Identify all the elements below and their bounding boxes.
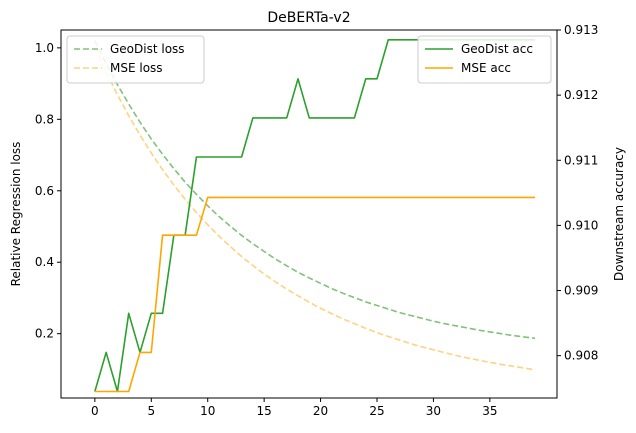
legend-right: GeoDist acc MSE acc bbox=[417, 35, 552, 84]
x-tick-label: 10 bbox=[200, 404, 215, 418]
y-left-tick-label: 0.4 bbox=[35, 255, 54, 269]
y-right-tick-label: 0.910 bbox=[564, 218, 598, 232]
legend-left: GeoDist loss MSE loss bbox=[66, 35, 205, 84]
y-right-tick-label: 0.913 bbox=[564, 23, 598, 37]
x-tick-label: 30 bbox=[426, 404, 441, 418]
y-right-tick-label: 0.911 bbox=[564, 153, 598, 167]
series-line-mse-acc bbox=[94, 196, 535, 393]
legend-label-geodist-loss: GeoDist loss bbox=[110, 42, 185, 56]
legend-label-mse-loss: MSE loss bbox=[110, 61, 163, 75]
series-line-geodist-loss bbox=[94, 40, 536, 340]
x-tick-label: 25 bbox=[369, 404, 384, 418]
x-tick-label: 5 bbox=[147, 404, 155, 418]
legend-label-mse-acc: MSE acc bbox=[461, 61, 511, 75]
chart-title: DeBERTa-v2 bbox=[267, 10, 350, 26]
y-left-tick-label: 0.2 bbox=[35, 327, 54, 341]
x-axis: 0 5 10 15 20 25 30 35 bbox=[91, 398, 497, 418]
y-left-tick-label: 0.8 bbox=[35, 112, 54, 126]
y-axis-left: 0.2 0.4 0.6 0.8 1.0 bbox=[35, 41, 61, 341]
y-left-tick-label: 1.0 bbox=[35, 41, 54, 55]
y-right-tick-label: 0.912 bbox=[564, 88, 598, 102]
y-axis-left-label: Relative Regression loss bbox=[9, 142, 23, 287]
y-axis-right: 0.908 0.909 0.910 0.911 0.912 0.913 bbox=[557, 23, 598, 363]
x-tick-label: 15 bbox=[256, 404, 271, 418]
y-right-tick-label: 0.909 bbox=[564, 284, 598, 298]
y-axis-right-label: Downstream accuracy bbox=[612, 147, 626, 281]
legend-label-geodist-acc: GeoDist acc bbox=[461, 42, 533, 56]
x-tick-label: 35 bbox=[482, 404, 497, 418]
plot-frame bbox=[60, 29, 558, 399]
x-tick-label: 0 bbox=[91, 404, 99, 418]
legend-box bbox=[66, 35, 205, 84]
legend-box bbox=[417, 35, 552, 84]
series-line-mse-loss bbox=[94, 47, 536, 371]
y-right-tick-label: 0.908 bbox=[564, 349, 598, 363]
y-left-tick-label: 0.6 bbox=[35, 184, 54, 198]
x-tick-label: 20 bbox=[313, 404, 328, 418]
